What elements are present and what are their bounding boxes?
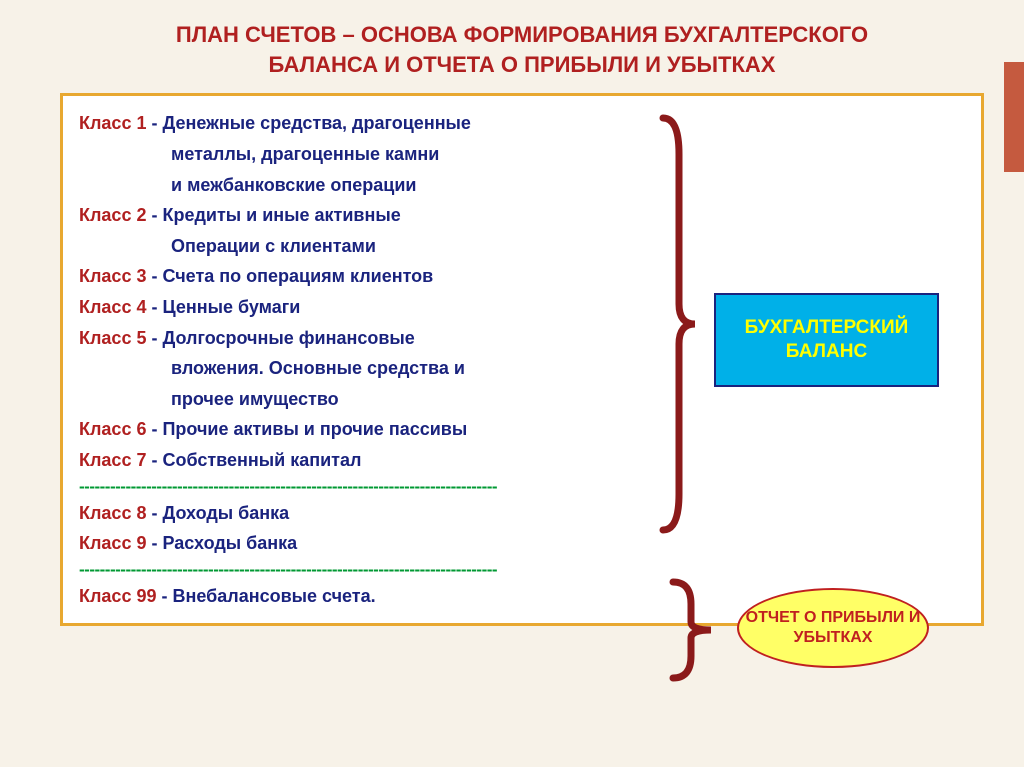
class-line: Класс 2 - Кредиты и иные активные <box>79 200 629 231</box>
class-continuation: прочее имущество <box>79 384 629 415</box>
class-text: - Расходы банка <box>146 533 297 553</box>
class-text: - Счета по операциям клиентов <box>146 266 433 286</box>
class-group-2: Класс 8 - Доходы банкаКласс 9 - Расходы … <box>79 498 629 559</box>
class-line: Класс 9 - Расходы банка <box>79 528 629 559</box>
page-title: ПЛАН СЧЕТОВ – ОСНОВА ФОРМИРОВАНИЯ БУХГАЛ… <box>60 20 984 79</box>
profit-label: ОТЧЕТ О ПРИБЫЛИ И УБЫТКАХ <box>739 608 927 648</box>
class-label: Класс 2 <box>79 205 146 225</box>
class-text: - Кредиты и иные активные <box>146 205 400 225</box>
class-line: Класс 99 - Внебалансовые счета. <box>79 581 629 612</box>
brace-large <box>659 114 699 534</box>
class-label: Класс 7 <box>79 450 146 470</box>
class-group-3: Класс 99 - Внебалансовые счета. <box>79 581 629 612</box>
class-continuation: металлы, драгоценные камни <box>79 139 629 170</box>
class-line: Класс 5 - Долгосрочные финансовые <box>79 323 629 354</box>
class-line: Класс 3 - Счета по операциям клиентов <box>79 261 629 292</box>
class-label: Класс 8 <box>79 503 146 523</box>
brace-small <box>669 576 715 684</box>
class-text: - Ценные бумаги <box>146 297 300 317</box>
separator-2: ----------------------------------------… <box>79 559 629 581</box>
class-label: Класс 9 <box>79 533 146 553</box>
class-text: - Доходы банка <box>146 503 289 523</box>
separator-1: ----------------------------------------… <box>79 476 629 498</box>
class-continuation: вложения. Основные средства и <box>79 353 629 384</box>
class-text: - Внебалансовые счета. <box>156 586 375 606</box>
class-continuation: Операции с клиентами <box>79 231 629 262</box>
title-line1: ПЛАН СЧЕТОВ – ОСНОВА ФОРМИРОВАНИЯ БУХГАЛ… <box>60 20 984 50</box>
class-text: - Денежные средства, драгоценные <box>146 113 470 133</box>
right-column: БУХГАЛТЕРСКИЙ БАЛАНС ОТЧЕТ О ПРИБЫЛИ И У… <box>629 108 969 611</box>
title-line2: БАЛАНСА И ОТЧЕТА О ПРИБЫЛИ И УБЫТКАХ <box>60 50 984 80</box>
class-line: Класс 1 - Денежные средства, драгоценные <box>79 108 629 139</box>
balance-box: БУХГАЛТЕРСКИЙ БАЛАНС <box>714 293 939 387</box>
class-label: Класс 6 <box>79 419 146 439</box>
class-text: - Долгосрочные финансовые <box>146 328 414 348</box>
class-label: Класс 3 <box>79 266 146 286</box>
content-box: Класс 1 - Денежные средства, драгоценные… <box>60 93 984 626</box>
class-label: Класс 99 <box>79 586 156 606</box>
class-line: Класс 8 - Доходы банка <box>79 498 629 529</box>
class-line: Класс 6 - Прочие активы и прочие пассивы <box>79 414 629 445</box>
class-text: - Собственный капитал <box>146 450 361 470</box>
class-group-1: Класс 1 - Денежные средства, драгоценные… <box>79 108 629 475</box>
class-continuation: и межбанковские операции <box>79 170 629 201</box>
class-line: Класс 4 - Ценные бумаги <box>79 292 629 323</box>
left-column: Класс 1 - Денежные средства, драгоценные… <box>79 108 629 611</box>
class-text: - Прочие активы и прочие пассивы <box>146 419 467 439</box>
balance-label: БУХГАЛТЕРСКИЙ БАЛАНС <box>716 316 937 365</box>
class-label: Класс 1 <box>79 113 146 133</box>
class-label: Класс 4 <box>79 297 146 317</box>
profit-box: ОТЧЕТ О ПРИБЫЛИ И УБЫТКАХ <box>737 588 929 668</box>
side-stripe <box>1004 62 1024 172</box>
class-label: Класс 5 <box>79 328 146 348</box>
class-line: Класс 7 - Собственный капитал <box>79 445 629 476</box>
